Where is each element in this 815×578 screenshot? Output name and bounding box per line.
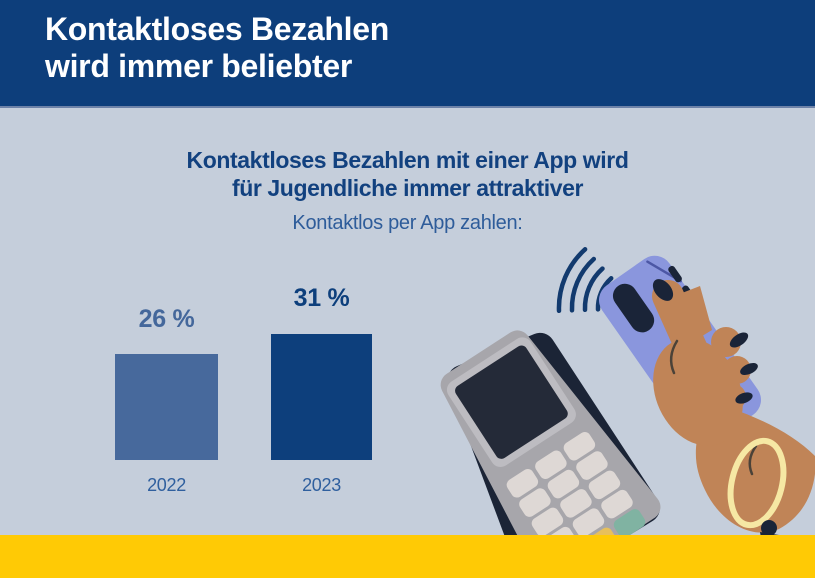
chart-heading: Kontaktloses Bezahlen mit einer App wird…: [0, 146, 815, 202]
bracelet: [727, 437, 787, 529]
page-title: Kontaktloses Bezahlen wird immer beliebt…: [45, 11, 389, 85]
fingernail: [652, 279, 674, 301]
hand-with-bracelet: [652, 279, 815, 577]
fingernail: [740, 362, 758, 376]
chart-subheading: Kontaktlos per App zahlen:: [292, 212, 523, 234]
bar-2023: [271, 334, 372, 460]
footer-stripe: [0, 535, 815, 578]
phone-camera-icon: [612, 283, 655, 333]
bar-value-label-2022: 26 %: [138, 305, 195, 333]
category-label-2023: 2023: [302, 475, 341, 495]
fingernail: [729, 332, 749, 348]
fist: [653, 338, 743, 446]
fingernail: [735, 392, 753, 404]
page-title-line2: wird immer beliebter: [45, 48, 352, 84]
bar-2022: [115, 354, 218, 460]
bar-value-label-2023: 31 %: [293, 284, 350, 312]
terminal-screen: [455, 345, 568, 459]
page-title-line1: Kontaktloses Bezahlen: [45, 11, 390, 47]
header-banner: Kontaktloses Bezahlen wird immer beliebt…: [0, 0, 815, 108]
tassel-bead: [761, 520, 777, 536]
chart-heading-line2: für Jugendliche immer attraktiver: [231, 175, 584, 201]
chart-heading-line1: Kontaktloses Bezahlen mit einer App wird: [186, 147, 629, 173]
confirm-key: [613, 509, 646, 538]
payment-terminal: [440, 330, 661, 578]
category-label-2022: 2022: [147, 475, 186, 495]
